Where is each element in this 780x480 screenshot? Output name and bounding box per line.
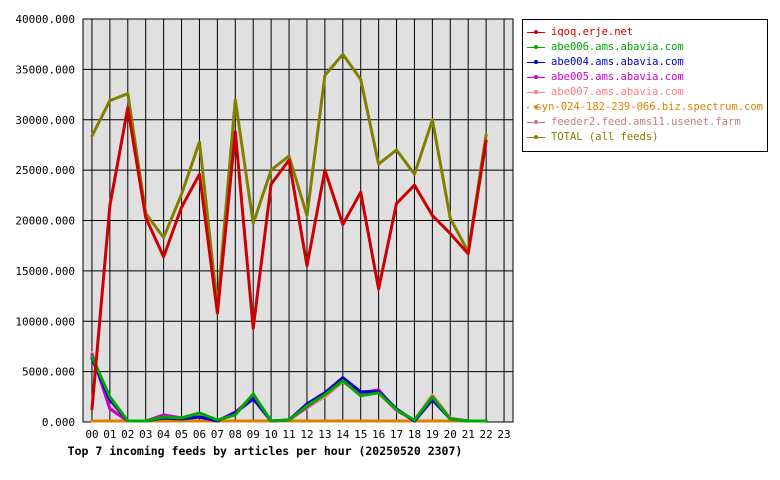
legend-item: feeder2.feed.ams11.usenet.farm bbox=[527, 115, 763, 130]
legend-item: abe006.ams.abavia.com bbox=[527, 40, 763, 55]
legend-label: iqoq.erje.net bbox=[551, 26, 634, 38]
legend-swatch bbox=[527, 115, 545, 130]
x-tick-label: 17 bbox=[390, 428, 403, 441]
legend-swatch bbox=[527, 55, 545, 70]
legend-item: syn-024-182-239-066.biz.spectrum.com bbox=[527, 100, 763, 115]
y-tick-label: 20000.000 bbox=[15, 215, 75, 228]
legend-swatch bbox=[527, 70, 545, 85]
x-tick-label: 06 bbox=[193, 428, 206, 441]
legend-label: feeder2.feed.ams11.usenet.farm bbox=[551, 116, 741, 128]
y-tick-label: 15000.000 bbox=[15, 265, 75, 278]
x-tick-label: 00 bbox=[85, 428, 98, 441]
x-tick-label: 01 bbox=[103, 428, 116, 441]
series-line-1 bbox=[90, 355, 488, 423]
x-tick-label: 07 bbox=[211, 428, 224, 441]
x-tick-label: 15 bbox=[354, 428, 367, 441]
x-tick-label: 12 bbox=[300, 428, 313, 441]
legend-item: TOTAL (all feeds) bbox=[527, 130, 763, 145]
legend: iqoq.erje.net abe006.ams.abavia.com abe004… bbox=[522, 19, 768, 152]
legend-label: abe006.ams.abavia.com bbox=[551, 41, 684, 53]
legend-label: TOTAL (all feeds) bbox=[551, 131, 659, 143]
x-tick-label: 23 bbox=[497, 428, 510, 441]
x-tick-label: 09 bbox=[247, 428, 260, 441]
y-tick-label: 30000.000 bbox=[15, 114, 75, 127]
x-tick-label: 13 bbox=[318, 428, 331, 441]
series-line-0 bbox=[90, 106, 488, 411]
legend-item: iqoq.erje.net bbox=[527, 25, 763, 40]
y-tick-label: 35000.000 bbox=[15, 63, 75, 76]
legend-swatch bbox=[527, 130, 545, 145]
legend-label: abe007.ams.abavia.com bbox=[551, 86, 684, 98]
y-tick-label: 40000.000 bbox=[15, 13, 75, 26]
x-tick-label: 03 bbox=[139, 428, 152, 441]
legend-swatch bbox=[527, 100, 538, 115]
x-tick-label: 16 bbox=[372, 428, 385, 441]
y-tick-label: 25000.000 bbox=[15, 164, 75, 177]
x-tick-label: 19 bbox=[426, 428, 439, 441]
legend-item: abe005.ams.abavia.com bbox=[527, 70, 763, 85]
x-tick-label: 02 bbox=[121, 428, 134, 441]
chart-title: Top 7 incoming feeds by articles per hou… bbox=[67, 444, 463, 458]
legend-item: abe007.ams.abavia.com bbox=[527, 85, 763, 100]
x-tick-label: 05 bbox=[175, 428, 188, 441]
x-tick-label: 18 bbox=[408, 428, 421, 441]
legend-label: abe004.ams.abavia.com bbox=[551, 56, 684, 68]
legend-swatch bbox=[527, 85, 545, 100]
x-tick-label: 21 bbox=[462, 428, 475, 441]
x-tick-label: 14 bbox=[336, 428, 350, 441]
x-tick-label: 20 bbox=[444, 428, 457, 441]
x-tick-label: 22 bbox=[480, 428, 493, 441]
x-tick-label: 11 bbox=[282, 428, 295, 441]
y-tick-label: 0.000 bbox=[42, 416, 75, 429]
legend-item: abe004.ams.abavia.com bbox=[527, 55, 763, 70]
legend-label: abe005.ams.abavia.com bbox=[551, 71, 684, 83]
plot-area: 0.000 5000.000 10000.000 15000.000 20000.000… bbox=[15, 13, 514, 441]
legend-label: syn-024-182-239-066.biz.spectrum.com bbox=[535, 101, 763, 113]
series-line-7 bbox=[90, 52, 488, 309]
x-tick-label: 08 bbox=[229, 428, 242, 441]
y-tick-label: 5000.000 bbox=[22, 366, 75, 379]
x-tick-label: 04 bbox=[157, 428, 171, 441]
y-tick-label: 10000.000 bbox=[15, 315, 75, 328]
legend-swatch bbox=[527, 25, 545, 40]
legend-swatch bbox=[527, 40, 545, 55]
x-tick-label: 10 bbox=[265, 428, 278, 441]
